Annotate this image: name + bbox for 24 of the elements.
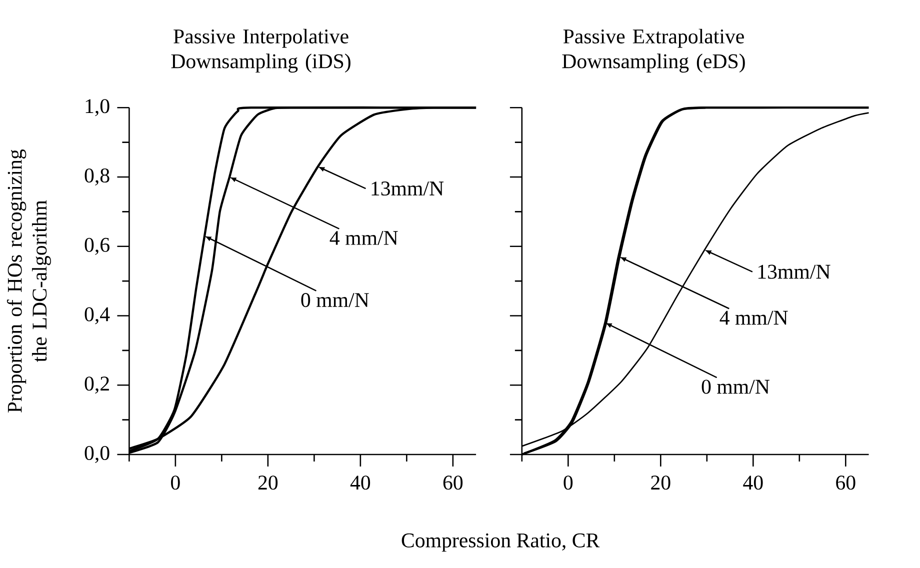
chart-title: Passive Interpolative Downsampling (iDS) xyxy=(171,28,350,73)
x-tick-label: 20 xyxy=(651,476,670,490)
y-tick-label: 0,6 xyxy=(84,238,110,255)
x-tick-label: 0 xyxy=(171,476,180,490)
x-tick-label: 40 xyxy=(350,476,370,490)
annotation: 13mm/N xyxy=(372,181,444,196)
x-tick-label: 0 xyxy=(564,476,573,490)
y-tick-label: 0,0 xyxy=(84,446,110,463)
x-tick-label: 40 xyxy=(743,476,763,490)
annotation: 4 mm/N xyxy=(720,310,788,325)
x-tick-label: 60 xyxy=(836,476,856,490)
x-tick-label: 20 xyxy=(258,476,278,490)
y-tick-label: 1,0 xyxy=(86,99,110,116)
x-tick-label: 60 xyxy=(443,476,463,490)
y-tick-label: 0,8 xyxy=(84,168,110,186)
y-tick-label: 0,2 xyxy=(84,376,109,394)
annotation: 0 mm/N xyxy=(702,380,770,394)
y-tick-label: 0,4 xyxy=(84,307,110,324)
x-axis-title: Compression Ratio, CR xyxy=(402,533,600,552)
annotation: 4 mm/N xyxy=(330,230,398,245)
y-axis-title: Proportion of HOs recognizing the LDC-algorithm xyxy=(6,149,51,412)
annotation: 13mm/N xyxy=(758,264,830,279)
annotation: 0 mm/N xyxy=(301,292,369,308)
chart-title: Passive Extrapolative Downsampling (eDS) xyxy=(562,28,745,73)
